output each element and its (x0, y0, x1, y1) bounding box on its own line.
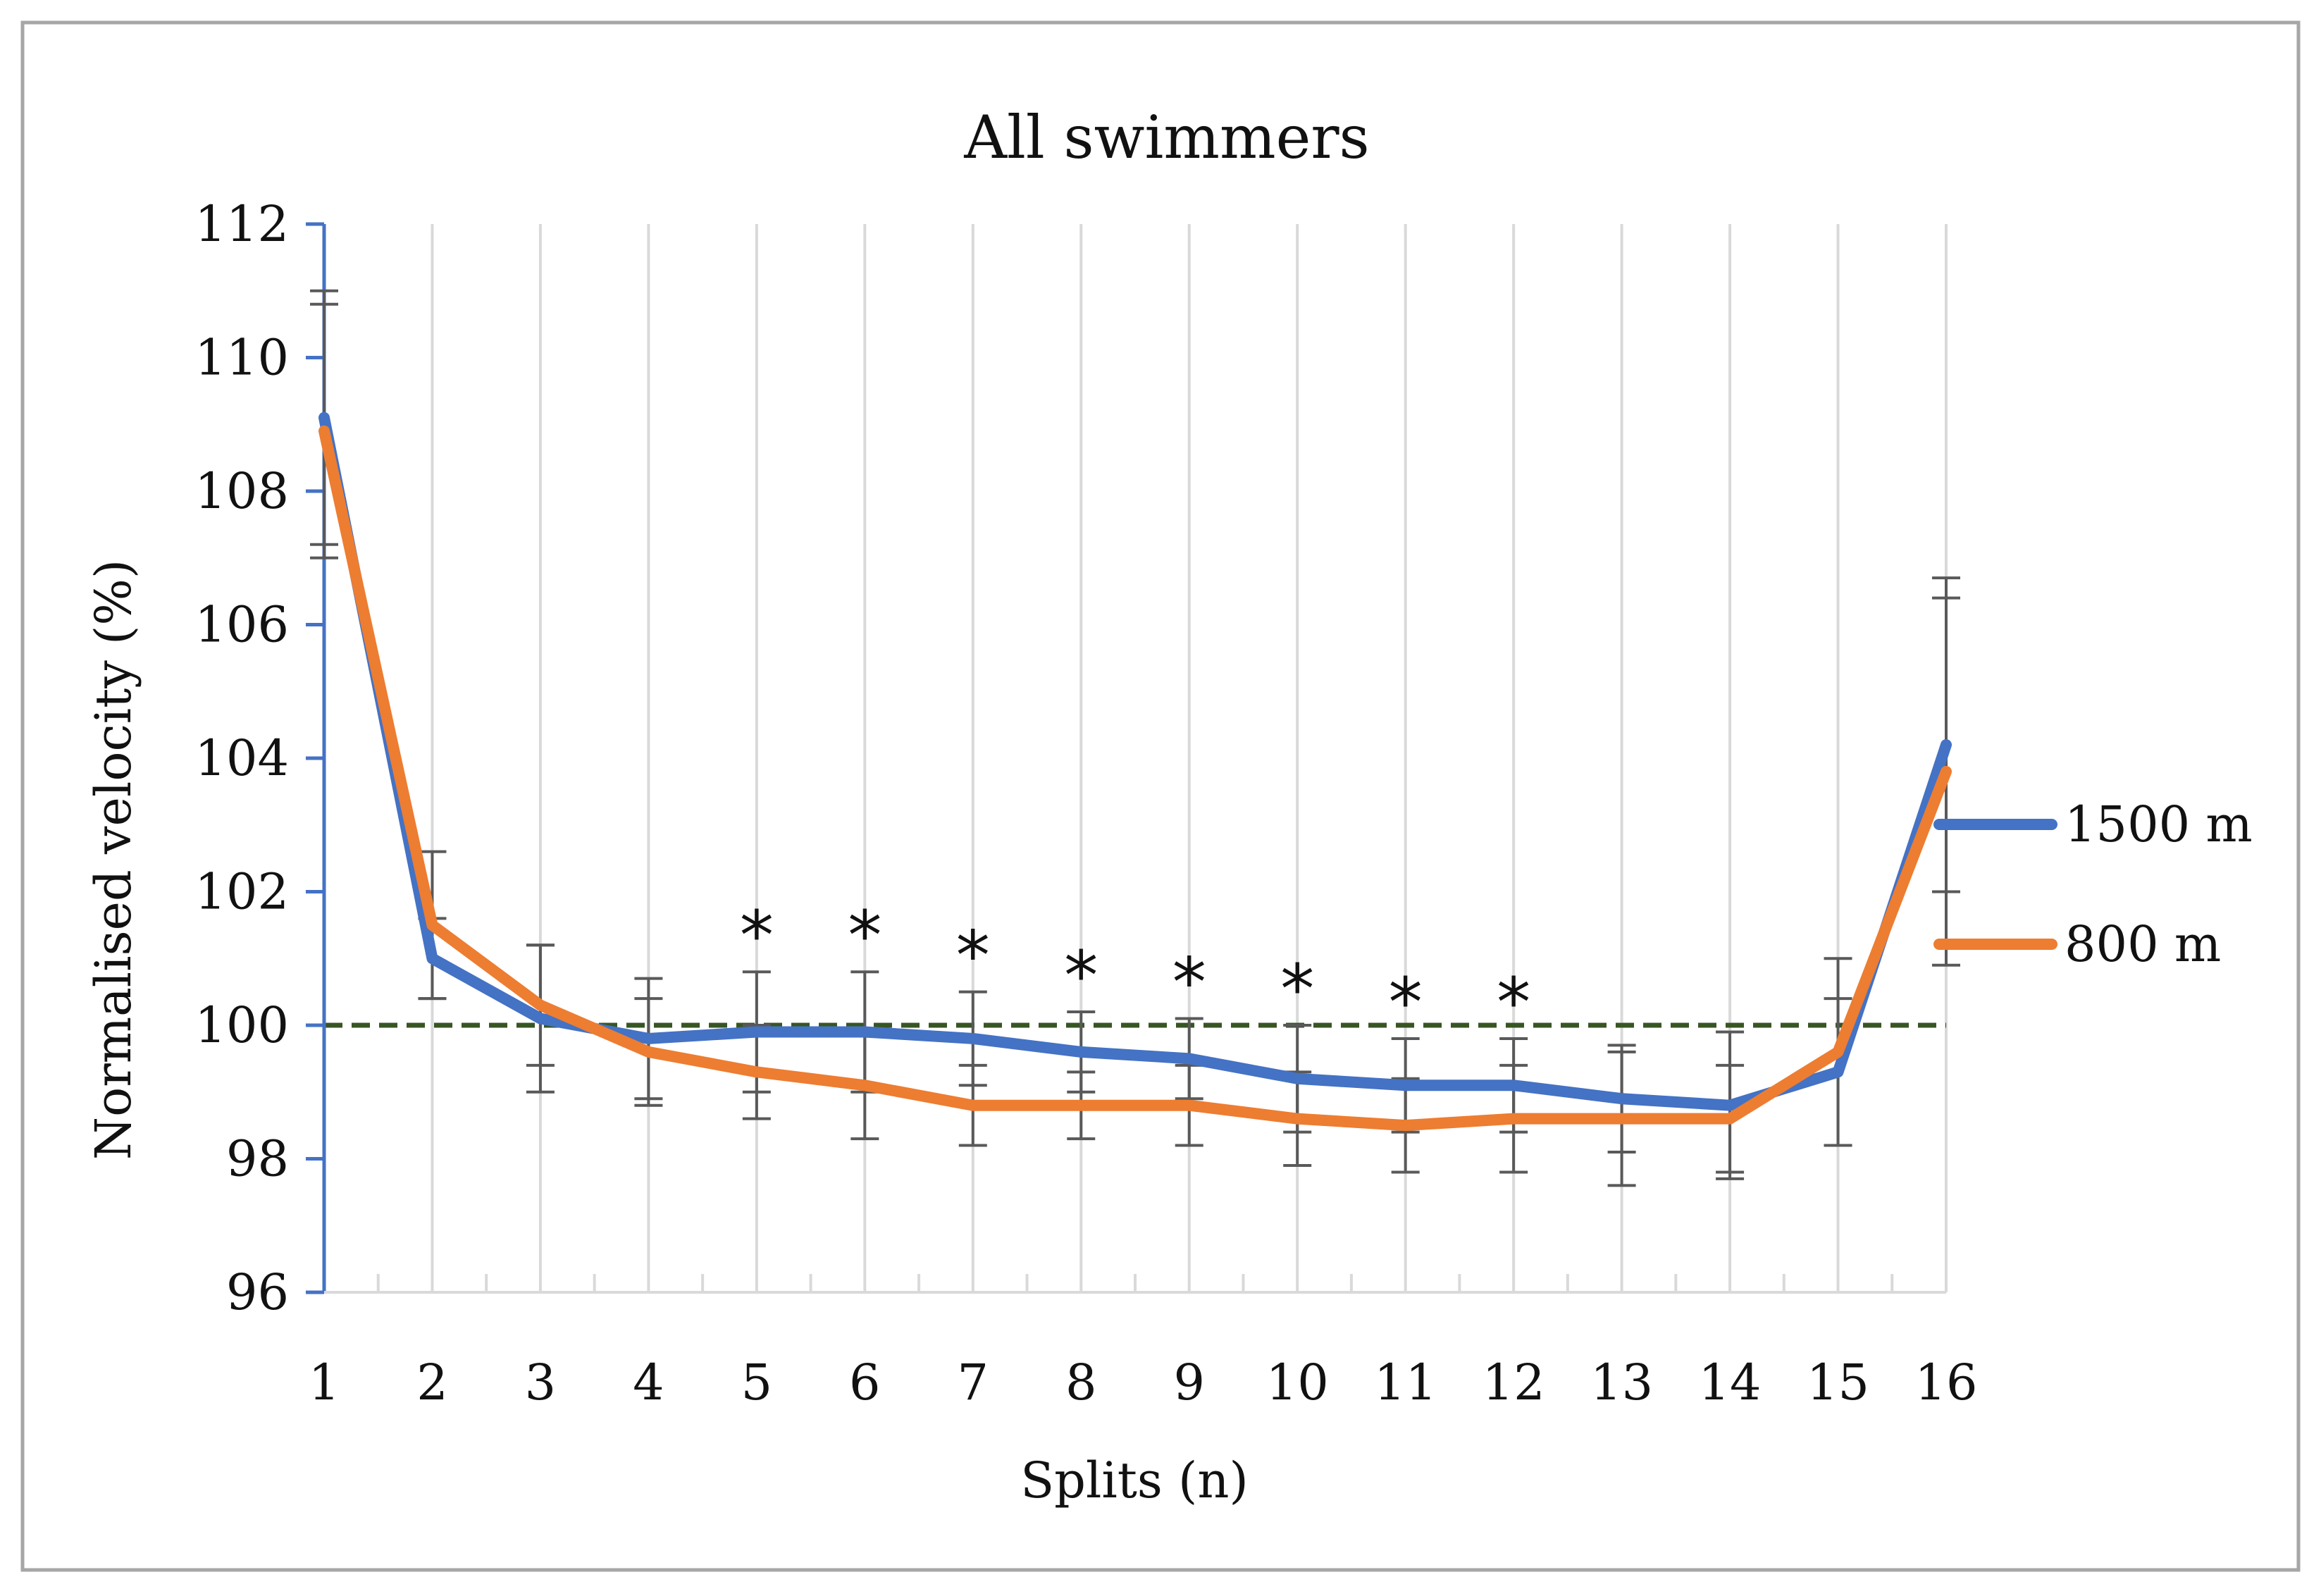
x-tick-label-14: 14 (1699, 1354, 1762, 1411)
y-tick-label-104: 104 (194, 729, 289, 787)
x-tick-label-2: 2 (416, 1354, 448, 1411)
significance-star-split-7: * (956, 917, 990, 996)
significance-layer: * * * * * * * * (740, 896, 1530, 1042)
significance-star-split-9: * (1172, 944, 1206, 1022)
y-tick-label-110: 110 (194, 329, 289, 387)
x-tick-label-6: 6 (849, 1354, 881, 1411)
series-line-800m (318, 425, 1952, 1132)
x-tick-label-15: 15 (1807, 1354, 1869, 1411)
significance-star-split-6: * (848, 896, 881, 975)
x-axis-title: Splits (n) (1020, 1452, 1249, 1509)
x-tick-label-11: 11 (1374, 1354, 1437, 1411)
legend-label-800m: 800 m (2065, 915, 2221, 973)
significance-star-split-11: * (1389, 963, 1423, 1042)
y-tick-label-102: 102 (194, 863, 289, 921)
x-tick-label-16: 16 (1914, 1354, 1977, 1411)
x-tick-label-10: 10 (1266, 1354, 1329, 1411)
y-tick-label-112: 112 (194, 195, 289, 253)
significance-star-split-10: * (1280, 950, 1314, 1029)
significance-star-split-5: * (740, 896, 774, 975)
x-tick-label-8: 8 (1065, 1354, 1097, 1411)
y-tick-label-96: 96 (226, 1263, 289, 1321)
y-tick-label-100: 100 (194, 996, 289, 1054)
x-tick-label-9: 9 (1173, 1354, 1205, 1411)
x-tick-label-12: 12 (1483, 1354, 1545, 1411)
significance-star-split-8: * (1064, 936, 1098, 1015)
y-tick-label-108: 108 (194, 462, 289, 520)
chart-frame (20, 20, 2301, 1572)
x-tick-label-1: 1 (309, 1354, 340, 1411)
y-tick-label-106: 106 (194, 596, 289, 654)
chart-title: All swimmers (963, 103, 1369, 172)
y-tick-label-98: 98 (226, 1130, 289, 1188)
x-tick-label-5: 5 (741, 1354, 773, 1411)
legend: 1500 m 800 m (1933, 796, 2253, 973)
x-tick-label-4: 4 (633, 1354, 664, 1411)
x-tick-label-3: 3 (525, 1354, 557, 1411)
x-tick-label-13: 13 (1590, 1354, 1653, 1411)
series-layer (318, 412, 1952, 1132)
y-axis-title: Normalised velocity (%) (85, 559, 142, 1160)
significance-star-split-12: * (1497, 963, 1530, 1042)
legend-label-1500m: 1500 m (2065, 796, 2253, 853)
x-tick-label-7: 7 (958, 1354, 989, 1411)
